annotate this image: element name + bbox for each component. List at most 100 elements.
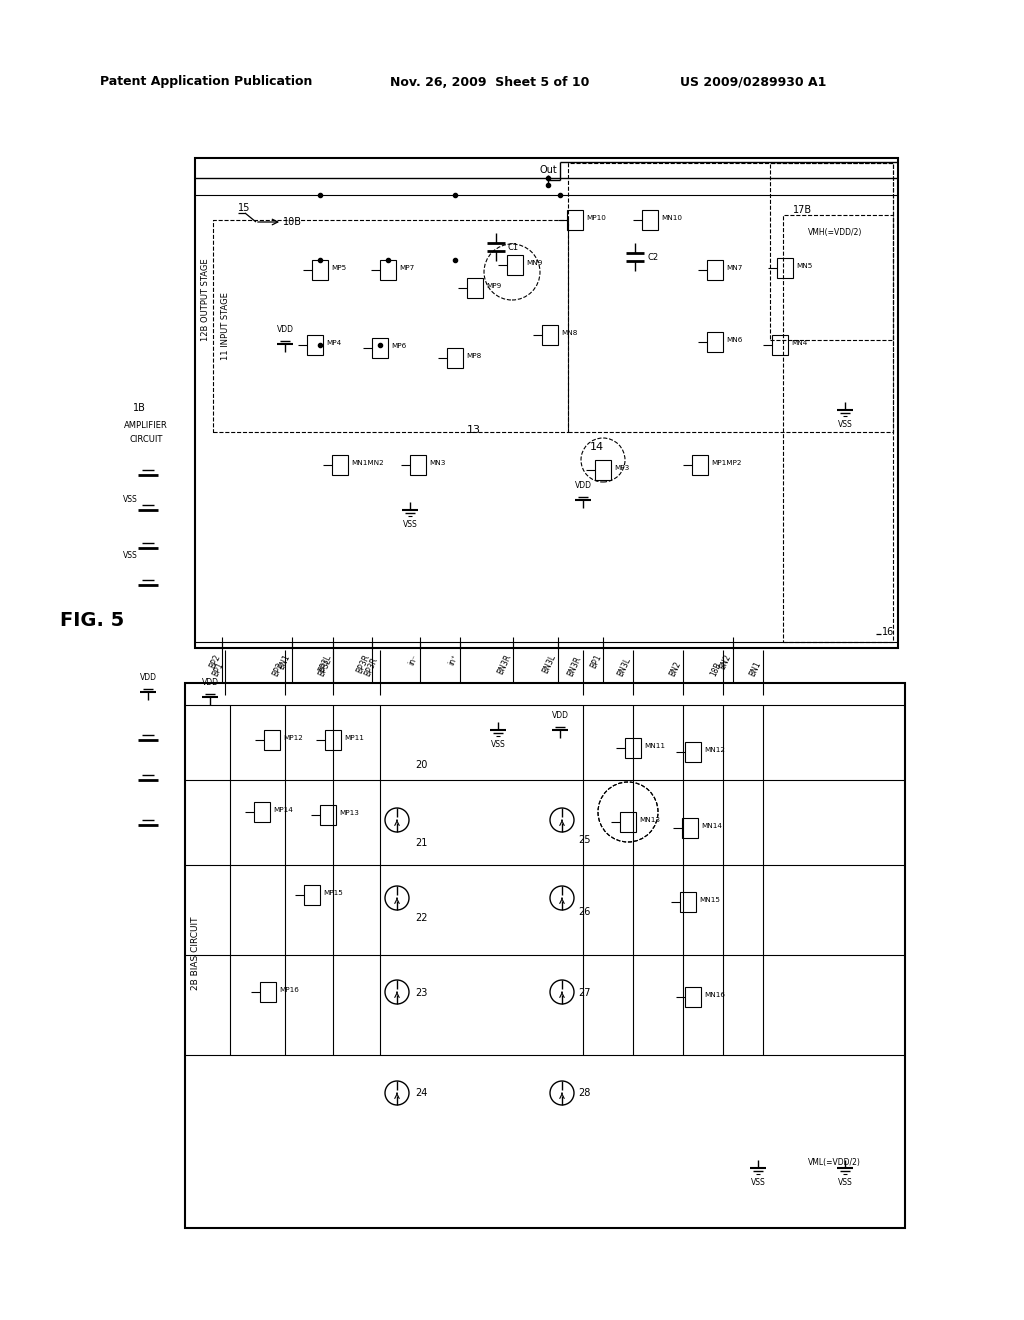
Text: 15: 15 <box>238 203 251 213</box>
Text: 25: 25 <box>578 836 591 845</box>
Text: 14: 14 <box>590 442 604 451</box>
Text: VSS: VSS <box>402 520 418 529</box>
Bar <box>685 742 701 762</box>
Text: BP1: BP1 <box>589 653 603 671</box>
Text: BP1: BP1 <box>211 661 225 678</box>
Text: MP6: MP6 <box>391 343 407 348</box>
Bar <box>507 255 523 275</box>
Text: VSS: VSS <box>123 495 137 504</box>
Text: 28: 28 <box>578 1088 591 1098</box>
Text: 12B OUTPUT STAGE: 12B OUTPUT STAGE <box>201 259 210 342</box>
Text: BN3R: BN3R <box>496 653 513 676</box>
Text: VSS: VSS <box>751 1177 765 1187</box>
Text: 23: 23 <box>415 987 427 998</box>
Text: MN7: MN7 <box>726 265 742 271</box>
Text: 21: 21 <box>415 838 427 847</box>
Text: MN16: MN16 <box>705 993 725 998</box>
Bar <box>568 162 893 432</box>
Text: MP13: MP13 <box>339 810 358 816</box>
Text: VDD: VDD <box>276 325 294 334</box>
Text: FIG. 5: FIG. 5 <box>60 610 124 630</box>
Bar <box>312 260 328 280</box>
Text: 10B: 10B <box>283 216 302 227</box>
Bar <box>380 260 396 280</box>
Bar <box>264 730 280 750</box>
Text: MN11: MN11 <box>644 743 665 748</box>
Text: MP12: MP12 <box>283 735 303 741</box>
Text: BP2: BP2 <box>270 661 285 678</box>
Text: MN8: MN8 <box>561 330 578 337</box>
Text: MP14: MP14 <box>273 807 293 813</box>
Bar <box>447 348 463 368</box>
Text: MN4: MN4 <box>791 341 807 346</box>
Text: 13: 13 <box>467 425 481 436</box>
Text: MN14: MN14 <box>701 822 722 829</box>
Bar <box>685 987 701 1007</box>
Bar <box>372 338 388 358</box>
Text: in⁻: in⁻ <box>408 653 420 667</box>
Text: BP2: BP2 <box>208 653 222 671</box>
Bar <box>783 215 893 642</box>
Text: VDD: VDD <box>552 711 568 719</box>
Text: C2: C2 <box>647 252 658 261</box>
Text: VSS: VSS <box>123 550 137 560</box>
Bar <box>777 257 793 279</box>
Text: BN3L: BN3L <box>616 656 633 678</box>
Text: 20: 20 <box>415 760 427 770</box>
Bar <box>467 279 483 298</box>
Bar <box>625 738 641 758</box>
Text: BN1: BN1 <box>749 660 763 678</box>
Text: 11 INPUT STAGE: 11 INPUT STAGE <box>221 292 230 360</box>
Text: MP11: MP11 <box>344 735 364 741</box>
Bar <box>567 210 583 230</box>
Bar <box>595 459 611 480</box>
Text: US 2009/0289930 A1: US 2009/0289930 A1 <box>680 75 826 88</box>
Text: MP4: MP4 <box>326 341 341 346</box>
Bar <box>707 333 723 352</box>
Bar <box>254 803 270 822</box>
Text: MN5: MN5 <box>796 263 812 269</box>
Text: 2B BIAS CIRCUIT: 2B BIAS CIRCUIT <box>191 916 200 990</box>
Text: MP8: MP8 <box>466 352 481 359</box>
Text: BN3L: BN3L <box>542 653 558 675</box>
Bar <box>682 818 698 838</box>
Text: AMPLIFIER: AMPLIFIER <box>124 421 168 429</box>
Bar <box>332 455 348 475</box>
Bar <box>307 335 323 355</box>
Text: 24: 24 <box>415 1088 427 1098</box>
Bar <box>707 260 723 280</box>
Text: MP10: MP10 <box>586 215 606 220</box>
Text: Nov. 26, 2009  Sheet 5 of 10: Nov. 26, 2009 Sheet 5 of 10 <box>390 75 590 88</box>
Bar <box>772 335 788 355</box>
Text: BP3L: BP3L <box>316 657 333 678</box>
Text: 16: 16 <box>882 627 894 638</box>
Text: MN10: MN10 <box>662 215 682 220</box>
Text: MN15: MN15 <box>699 898 720 903</box>
Text: MN9: MN9 <box>526 260 543 267</box>
Bar <box>620 812 636 832</box>
Bar <box>642 210 658 230</box>
Text: VSS: VSS <box>838 1177 852 1187</box>
Text: VDD: VDD <box>139 673 157 682</box>
Text: VMH(=VDD/2): VMH(=VDD/2) <box>808 228 862 238</box>
Text: BN1: BN1 <box>278 653 292 671</box>
Text: MN6: MN6 <box>726 337 742 343</box>
Text: MP3: MP3 <box>614 465 630 471</box>
Text: 22: 22 <box>415 913 427 923</box>
Text: VML(=VDD/2): VML(=VDD/2) <box>808 1159 861 1167</box>
Bar <box>185 682 905 1228</box>
Text: MN13: MN13 <box>639 817 660 822</box>
Text: BN3R: BN3R <box>566 655 583 678</box>
Text: Out: Out <box>540 165 558 176</box>
Text: MP7: MP7 <box>399 265 415 271</box>
Bar <box>319 805 336 825</box>
Text: VDD: VDD <box>202 678 218 686</box>
Bar <box>304 884 319 906</box>
Text: 27: 27 <box>578 987 591 998</box>
Text: 17B: 17B <box>793 205 812 215</box>
Bar <box>213 220 568 432</box>
Text: MN3: MN3 <box>429 459 445 466</box>
Text: VSS: VSS <box>490 741 506 748</box>
Text: BN2: BN2 <box>718 653 733 671</box>
Bar <box>770 162 893 341</box>
